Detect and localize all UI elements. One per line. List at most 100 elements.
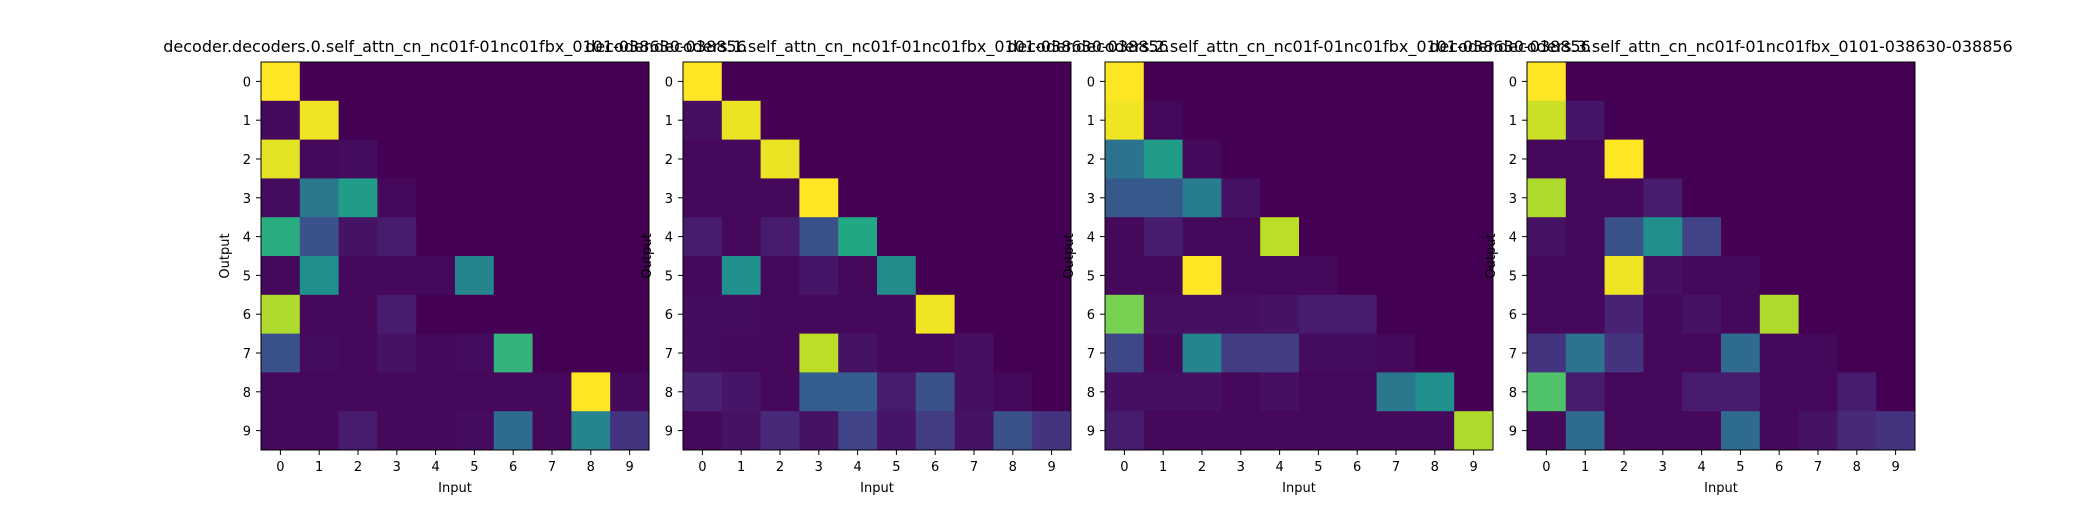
heatmap-cell-r8-c0 <box>1105 372 1145 412</box>
y-tick-label: 1 <box>1087 114 1095 129</box>
y-tick-label: 2 <box>1509 153 1517 168</box>
x-tick-label: 1 <box>737 460 745 475</box>
x-axis-label: Input <box>860 481 894 496</box>
heatmap-cell-r0-c1 <box>1565 62 1605 102</box>
heatmap-cell-r4-c6 <box>1337 217 1377 257</box>
heatmap-cell-r0-c7 <box>1798 62 1838 102</box>
heatmap-cell-r0-c8 <box>993 62 1033 102</box>
heatmap-cell-r5-c9 <box>610 256 650 296</box>
heatmap-cell-r9-c3 <box>377 411 417 451</box>
heatmap-cell-r2-c2 <box>1182 139 1222 179</box>
heatmap-cell-r6-c1 <box>1565 294 1605 334</box>
heatmap-cell-r6-c7 <box>954 294 994 334</box>
heatmap-cell-r8-c3 <box>1643 372 1683 412</box>
heatmap-cell-r7-c8 <box>571 333 611 373</box>
heatmap-cell-r4-c0 <box>1105 217 1145 257</box>
heatmap-cell-r9-c5 <box>1721 411 1761 451</box>
heatmap-cell-r6-c2 <box>760 294 800 334</box>
heatmap-cell-r8-c5 <box>1299 372 1339 412</box>
x-tick-label: 9 <box>1469 460 1477 475</box>
heatmap-cell-r2-c1 <box>1143 139 1183 179</box>
heatmap-cell-r1-c4 <box>838 100 878 140</box>
heatmap-cell-r0-c2 <box>1182 62 1222 102</box>
heatmap-cell-r2-c2 <box>1604 139 1644 179</box>
heatmap-cell-r6-c8 <box>1415 294 1455 334</box>
heatmap-cell-r8-c5 <box>455 372 495 412</box>
x-tick-label: 8 <box>1431 460 1439 475</box>
heatmap-cell-r8-c4 <box>838 372 878 412</box>
x-tick-label: 9 <box>1047 460 1055 475</box>
heatmap-cell-r7-c4 <box>1260 333 1300 373</box>
heatmap-cell-r8-c2 <box>1604 372 1644 412</box>
heatmap-cell-r3-c4 <box>416 178 456 218</box>
heatmap-cell-r7-c3 <box>377 333 417 373</box>
heatmap-cell-r9-c1 <box>721 411 761 451</box>
heatmap-cell-r2-c1 <box>721 139 761 179</box>
y-tick-label: 6 <box>665 308 673 323</box>
heatmap-cell-r2-c4 <box>416 139 456 179</box>
heatmap-cell-r7-c2 <box>1604 333 1644 373</box>
heatmap-cell-r5-c0 <box>1105 256 1145 296</box>
heatmap-cell-r3-c0 <box>1105 178 1145 218</box>
heatmap-cell-r7-c6 <box>1759 333 1799 373</box>
heatmap-cell-r7-c2 <box>760 333 800 373</box>
heatmap-cell-r5-c3 <box>1643 256 1683 296</box>
heatmap-cell-r7-c4 <box>1682 333 1722 373</box>
heatmap-cell-r1-c0 <box>1527 100 1567 140</box>
y-tick-label: 4 <box>1509 231 1517 246</box>
heatmap-cell-r8-c5 <box>877 372 917 412</box>
heatmap-cell-r5-c3 <box>377 256 417 296</box>
heatmap-cell-r0-c1 <box>721 62 761 102</box>
heatmap-cell-r3-c0 <box>1527 178 1567 218</box>
heatmap-cell-r6-c5 <box>1299 294 1339 334</box>
heatmap-cell-r5-c7 <box>954 256 994 296</box>
heatmap-cell-r4-c3 <box>1221 217 1261 257</box>
heatmap-cell-r5-c3 <box>1221 256 1261 296</box>
heatmap-cell-r9-c9 <box>1454 411 1494 451</box>
heatmap-cell-r8-c4 <box>416 372 456 412</box>
heatmap-cell-r5-c0 <box>261 256 301 296</box>
x-tick-label: 5 <box>892 460 900 475</box>
heatmap-cell-r8-c7 <box>1798 372 1838 412</box>
heatmap-cell-r2-c3 <box>1221 139 1261 179</box>
y-tick-label: 6 <box>243 308 251 323</box>
x-tick-label: 6 <box>1353 460 1361 475</box>
heatmap-cell-r3-c0 <box>683 178 723 218</box>
y-tick-label: 6 <box>1509 308 1517 323</box>
heatmap-cell-r8-c0 <box>1527 372 1567 412</box>
heatmap-cell-r4-c2 <box>1604 217 1644 257</box>
heatmap-cell-r6-c1 <box>299 294 339 334</box>
heatmap-cell-r7-c7 <box>532 333 572 373</box>
heatmap-cell-r7-c9 <box>1454 333 1494 373</box>
heatmap-cell-r0-c5 <box>877 62 917 102</box>
heatmap-cell-r3-c2 <box>1182 178 1222 218</box>
heatmap-cell-r8-c4 <box>1260 372 1300 412</box>
heatmap-cell-r3-c1 <box>1565 178 1605 218</box>
y-tick-label: 5 <box>1509 269 1517 284</box>
heatmap-cell-r4-c7 <box>954 217 994 257</box>
x-axis-label: Input <box>1282 481 1316 496</box>
heatmap-cell-r3-c7 <box>1376 178 1416 218</box>
heatmap-panel-1: 0 1 2 3 4 5 6 7 8 9 0 1 2 3 4 5 6 7 8 9 Input Output decoder.d… <box>585 37 1168 496</box>
heatmap-cell-r3-c7 <box>954 178 994 218</box>
y-tick-label: 3 <box>665 192 673 207</box>
heatmap-cell-r3-c1 <box>721 178 761 218</box>
heatmap-cell-r8-c0 <box>261 372 301 412</box>
heatmap-cell-r9-c9 <box>1032 411 1072 451</box>
y-tick-label: 2 <box>1087 153 1095 168</box>
heatmap-cell-r0-c4 <box>1682 62 1722 102</box>
x-tick-label: 0 <box>698 460 706 475</box>
heatmap-cell-r8-c8 <box>571 372 611 412</box>
heatmap-cell-r4-c3 <box>1643 217 1683 257</box>
heatmap-cell-r5-c7 <box>532 256 572 296</box>
heatmap-cell-r5-c0 <box>683 256 723 296</box>
heatmap-cell-r6-c4 <box>838 294 878 334</box>
heatmap-cell-r6-c7 <box>1798 294 1838 334</box>
heatmap-cell-r3-c9 <box>610 178 650 218</box>
heatmap-cell-r1-c0 <box>1105 100 1145 140</box>
heatmap-cell-r0-c9 <box>1032 62 1072 102</box>
heatmap-cell-r7-c4 <box>416 333 456 373</box>
x-tick-label: 3 <box>815 460 823 475</box>
heatmap-cell-r7-c8 <box>993 333 1033 373</box>
y-tick-label: 8 <box>665 386 673 401</box>
